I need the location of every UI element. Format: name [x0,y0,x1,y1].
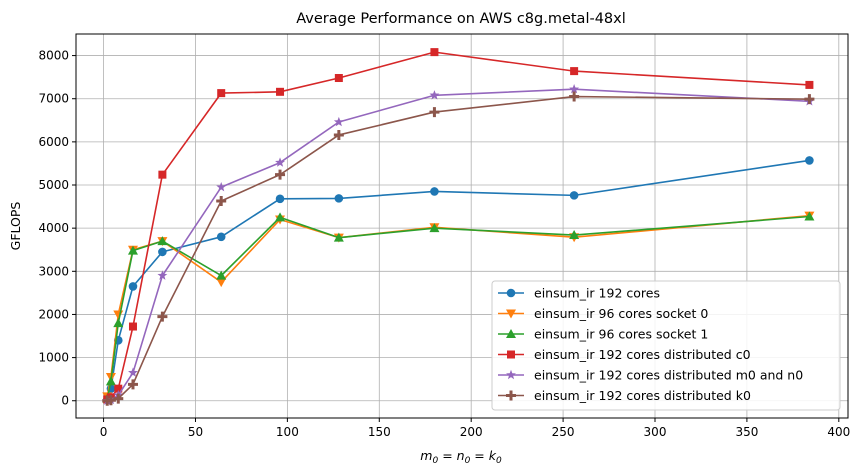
plot-frame [75,33,849,419]
data-point [113,318,124,328]
data-point [430,48,439,57]
data-point [569,230,580,240]
y-tick-label: 4000 [38,221,69,235]
data-point [105,395,116,406]
x-tick-label: 250 [552,425,575,439]
x-tick-label: 200 [460,425,483,439]
legend-marker [506,309,516,319]
data-point [805,80,814,89]
legend-entry: einsum_ir 192 cores distributed m0 and n… [498,368,803,383]
data-point [333,232,344,242]
data-point [569,84,580,94]
data-point [128,367,138,377]
data-point [216,270,227,280]
legend-marker [506,329,516,338]
x-axis-label: m0 = n0 = k0 [420,448,502,466]
legend-label: einsum_ir 96 cores socket 0 [534,306,708,321]
legend-label: einsum_ir 192 cores distributed m0 and n… [534,368,803,383]
x-tick-label: 100 [276,425,299,439]
legend-entry: einsum_ir 96 cores socket 0 [498,306,708,321]
data-point [569,191,579,200]
y-tick-label: 7000 [38,92,69,106]
x-tick-label: 300 [644,425,667,439]
data-point [334,194,344,203]
data-point [114,384,123,393]
data-point [216,232,226,242]
legend-marker [507,350,515,359]
data-point [276,87,285,96]
data-point [275,157,285,167]
data-point [804,94,815,105]
legend-entry: einsum_ir 192 cores distributed c0 [498,347,751,362]
data-point [157,311,168,322]
legend: einsum_ir 192 cores einsum_ir 96 cores so… [491,280,841,411]
y-axis-label: GFLOPS [8,202,23,251]
x-tick-label: 350 [735,425,758,439]
legend-marker [506,369,516,380]
y-tick-label: 2000 [38,307,69,321]
chart-title: Average Performance on AWS c8g.metal-48x… [296,11,626,27]
series-4 [103,48,814,404]
x-tick-label: 50 [188,425,203,439]
legend-marker [506,390,516,401]
data-point [569,91,580,102]
data-point [127,379,138,390]
legend-label: einsum_ir 192 cores [534,286,660,301]
legend-entry: einsum_ir 192 cores [498,286,660,301]
data-point [128,322,137,331]
data-point [570,67,579,76]
data-point [334,74,343,83]
data-point [216,195,227,206]
data-point [128,282,138,291]
x-axis-ticks: 0 50 100 150 200 250 300 350 400 [100,418,850,439]
series-layer [102,48,815,406]
data-point [217,89,226,98]
data-point [275,169,286,180]
x-tick-label: 0 [100,425,108,439]
y-tick-label: 1000 [38,351,69,365]
legend-label: einsum_ir 192 cores distributed c0 [534,347,751,362]
data-point [157,270,168,280]
series-6 [102,91,815,406]
data-point [430,187,439,196]
data-point [429,107,440,118]
data-point [127,245,138,255]
series-5 [102,84,815,405]
y-tick-label: 6000 [38,135,69,149]
data-point [105,376,116,386]
x-tick-label: 400 [827,425,850,439]
legend-box [491,280,841,411]
data-point [805,156,814,165]
y-tick-label: 3000 [38,264,69,278]
y-tick-label: 5000 [38,178,69,192]
data-point [333,129,344,140]
data-point [275,212,286,222]
legend-label: einsum_ir 192 cores distributed k0 [534,388,751,403]
data-point [429,223,440,233]
y-axis-ticks: 0 1000 2000 3000 4000 5000 6000 7000 8000 [38,49,76,408]
legend-label: einsum_ir 96 cores socket 1 [534,327,708,342]
data-point [158,170,167,179]
data-point [804,211,815,221]
data-point [113,393,124,404]
data-point [158,247,167,257]
legend-entry: einsum_ir 96 cores socket 1 [498,327,708,342]
data-point [157,236,168,246]
data-point [333,116,344,127]
legend-marker [506,288,516,298]
y-tick-label: 0 [61,394,69,408]
legend-entry: einsum_ir 192 cores distributed k0 [498,388,751,403]
data-point [216,278,227,288]
data-point [275,194,285,204]
y-tick-label: 8000 [38,49,69,63]
data-point [216,181,227,192]
x-tick-label: 150 [368,425,391,439]
data-point [429,90,440,100]
